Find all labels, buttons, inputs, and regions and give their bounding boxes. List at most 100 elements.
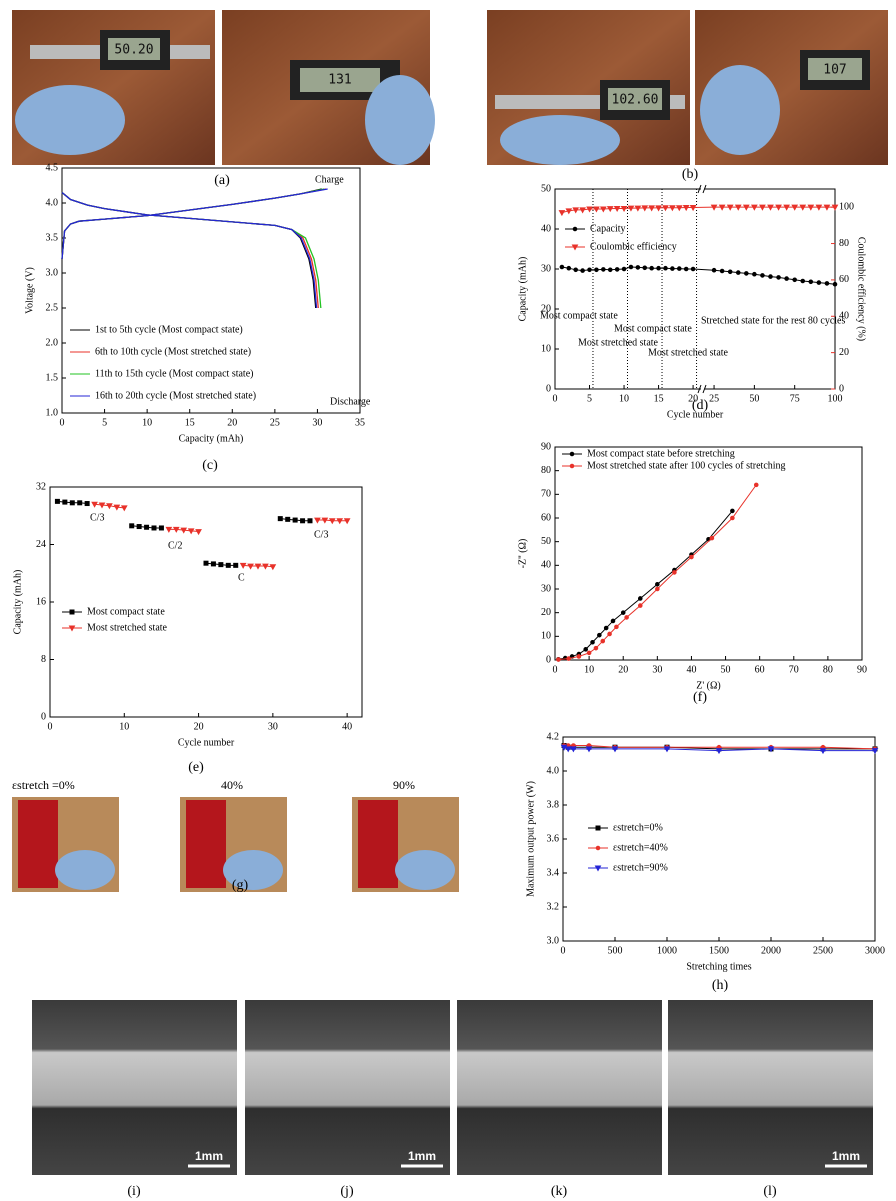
marker [621,611,625,615]
marker [628,206,633,211]
marker [821,749,826,754]
marker [587,651,591,655]
y-tick-label: 30 [541,263,551,274]
marker [308,519,312,523]
x-tick-label: 75 [790,393,800,404]
marker [70,626,75,631]
annotation: C/3 [90,512,104,523]
y-tick-label: 0 [546,383,551,394]
legend-label: Most compact state before stretching [587,448,735,459]
y-tick-label: 2.0 [46,337,59,348]
y2-tick-label: 20 [839,347,849,358]
annotation: Stretched state for the rest 80 cycles [701,315,845,326]
marker [137,525,141,529]
x-tick-label: 0 [553,393,558,404]
marker [598,633,602,637]
legend-label: Most stretched state after 100 cycles of… [587,460,786,471]
y-tick-label: 3.0 [46,267,59,278]
marker [181,528,186,533]
marker [152,526,156,530]
figure: 50.20 131 (a) 102.60 107 (b) εstretch =0… [0,0,896,1201]
marker [581,269,585,273]
marker [107,504,112,509]
annotation: Most compact state [614,323,692,334]
y-tick-label: 10 [541,631,551,642]
caption: (e) [188,760,204,775]
marker [816,205,821,210]
marker [595,268,599,272]
marker [248,564,253,569]
series-line [558,511,732,659]
marker [219,563,223,567]
marker [601,207,606,212]
marker [671,267,675,271]
marker [100,503,105,508]
x-tick-label: 30 [312,417,322,428]
marker [70,610,74,614]
marker [211,562,215,566]
caption: (g) [232,878,249,893]
legend-label: Most compact state [87,606,165,617]
marker [301,519,305,523]
x-tick-label: 0 [48,721,53,732]
y-tick-label: 50 [541,536,551,547]
y-tick-label: 24 [36,539,46,550]
caption: (d) [692,398,709,413]
annotation: Most compact state [540,310,618,321]
marker [337,519,342,524]
y2-axis-label: Coulombic efficiency (%) [856,237,867,341]
readout: 102.60 [612,93,659,108]
y-tick-label: 40 [541,560,551,571]
marker [720,269,724,273]
annotation: Most stretched state [648,347,729,358]
marker [754,483,758,487]
marker [638,597,642,601]
marker [159,526,163,530]
marker [622,267,626,271]
series-line [95,504,348,567]
marker [736,271,740,275]
y-tick-label: 90 [541,441,551,452]
marker [784,205,789,210]
marker [643,266,647,270]
x-tick-label: 40 [686,664,696,675]
x-tick-label: 40 [342,721,352,732]
marker [330,519,335,524]
x-tick-label: 10 [619,393,629,404]
marker [315,518,320,523]
x-tick-label: 30 [268,721,278,732]
photo-g: εstretch =0% 40% 90% (g) [12,778,459,893]
caption: (i) [127,1184,141,1199]
marker [322,518,327,523]
x-tick-label: 10 [584,664,594,675]
y-tick-label: 3.2 [547,901,560,912]
x-tick-label: 20 [194,721,204,732]
y-axis-label: Capacity (mAh) [12,570,23,635]
marker [677,267,681,271]
sem-images: 1mm 1mm 1mm (i) (j) (k) (l) [32,1000,873,1199]
marker [656,587,660,591]
marker [731,516,735,520]
marker [559,211,564,216]
y-tick-label: 30 [541,583,551,594]
strain-label: εstretch =0% [12,778,75,792]
y-tick-label: 4.2 [547,731,560,742]
marker [622,206,627,211]
x-tick-label: 15 [185,417,195,428]
y-tick-label: 70 [541,489,551,500]
marker [130,524,134,528]
marker [825,282,829,286]
marker [665,747,670,752]
marker [745,272,749,276]
marker [793,278,797,282]
y-tick-label: 3.8 [547,799,560,810]
marker [286,517,290,521]
marker [601,639,605,643]
x-tick-label: 3000 [865,945,885,956]
marker [615,625,619,629]
marker [761,274,765,278]
y-tick-label: 10 [541,343,551,354]
readout: 50.20 [114,43,153,58]
marker [587,207,592,212]
y-tick-label: 32 [36,481,46,492]
